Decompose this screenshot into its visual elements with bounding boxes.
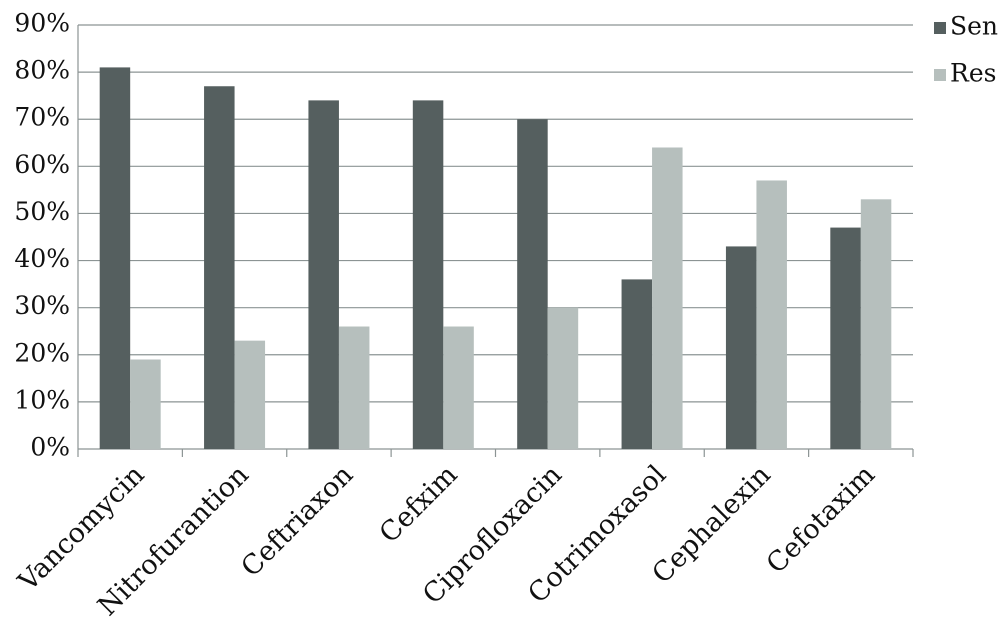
legend-label: Sen [950,12,998,41]
bar [99,67,131,450]
bar [725,246,757,449]
y-tick-label: 70% [14,103,70,132]
x-tick-label: Cefxim [374,459,464,549]
y-tick-label: 40% [14,244,70,273]
bar [443,326,474,449]
bar [234,340,266,449]
bar [517,119,548,449]
y-tick-label: 0% [30,433,70,462]
y-tick-label: 80% [14,56,70,85]
y-tick-label: 50% [14,197,70,226]
bar [204,86,235,449]
bar [547,307,579,449]
x-tick-label: Cefotaxim [761,459,881,579]
bar [308,100,339,449]
bar [652,147,683,449]
bar [756,180,787,449]
bar [130,359,161,449]
y-tick-label: 20% [14,338,70,367]
legend-label: Res [950,59,996,88]
legend-swatch [934,22,946,34]
bar [412,100,444,449]
bar [338,326,370,449]
y-tick-label: 90% [14,9,70,38]
y-tick-label: 10% [14,385,70,414]
x-tick-label: Ceftriaxon [235,459,359,583]
bar [621,279,653,449]
bar [830,227,861,449]
y-tick-label: 30% [14,291,70,320]
legend-swatch [934,69,946,81]
y-tick-label: 60% [14,150,70,179]
bar [860,199,892,449]
